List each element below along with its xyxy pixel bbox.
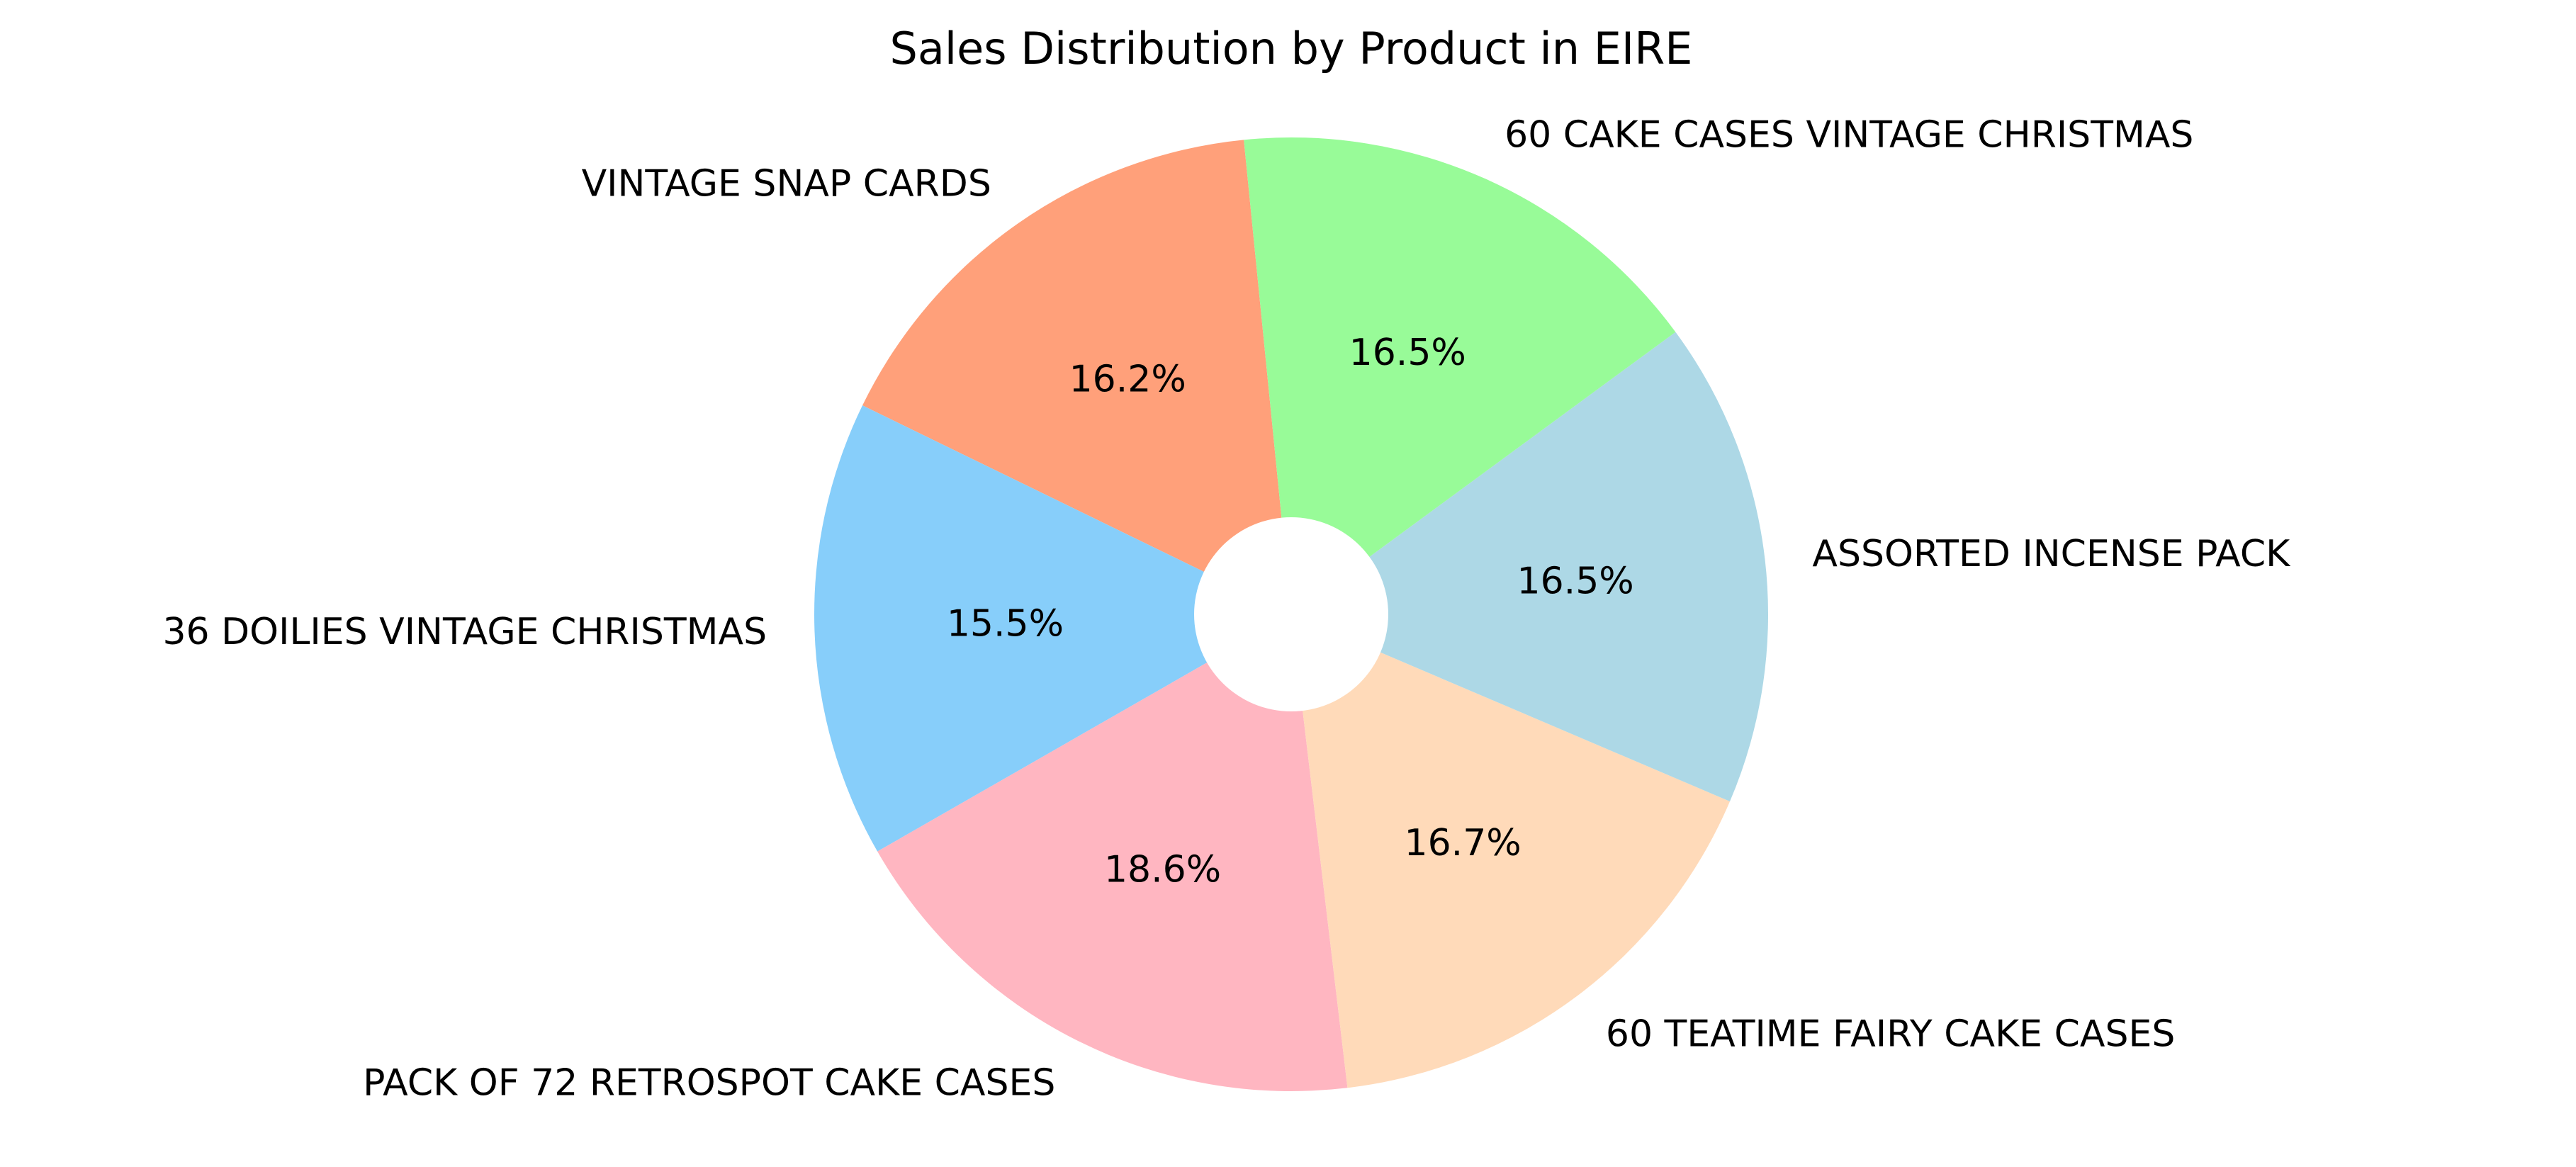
category-label: ASSORTED INCENSE PACK [1812, 533, 2291, 575]
pie-slice-36-doilies-vintage-christmas [814, 405, 1291, 852]
percent-label: 16.5% [1517, 560, 1634, 603]
category-labels: VINTAGE SNAP CARDS 36 DOILIES VINTAGE CHR… [162, 114, 2291, 1105]
percent-label: 15.5% [947, 603, 1064, 645]
percent-label: 16.7% [1405, 822, 1522, 864]
percent-labels: 16.2% 15.5% 18.6% 16.7% 16.5% 16.5% [947, 332, 1634, 891]
category-label: 36 DOILIES VINTAGE CHRISTMAS [162, 611, 767, 653]
pie-slice-assorted-incense-pack [1291, 332, 1768, 802]
chart-title: Sales Distribution by Product in EIRE [890, 23, 1693, 74]
percent-label: 16.5% [1349, 332, 1466, 374]
category-label: PACK OF 72 RETROSPOT CAKE CASES [363, 1061, 1055, 1104]
donut-hole [1194, 517, 1388, 711]
category-label: VINTAGE SNAP CARDS [582, 163, 991, 205]
percent-label: 16.2% [1069, 359, 1186, 401]
pie-slice-pack-of-72-retrospot-cake-cases [877, 614, 1348, 1092]
category-label: 60 TEATIME FAIRY CAKE CASES [1606, 1013, 2175, 1055]
percent-label: 18.6% [1104, 849, 1221, 891]
category-label: 60 CAKE CASES VINTAGE CHRISTMAS [1504, 114, 2193, 157]
slices-layer [814, 137, 1768, 1092]
pie-slice-60-teatime-fairy-cake-cases [1291, 614, 1731, 1088]
pie-slice-vintage-snap-cards [862, 140, 1291, 614]
pie-slice-60-cake-cases-vintage-christmas [1244, 137, 1676, 615]
